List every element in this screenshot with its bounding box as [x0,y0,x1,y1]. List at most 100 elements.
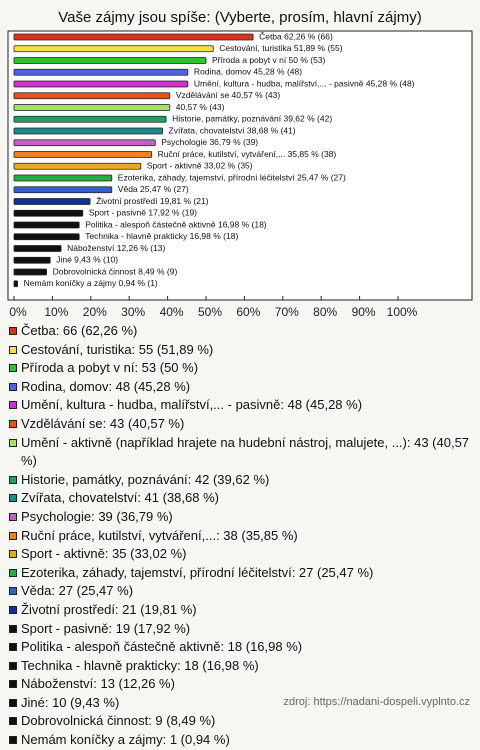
bar-label: Umění, kultura - hudba, malířství,... - … [194,78,415,88]
legend-label: Politika - alespoň částečně aktivně: 18 … [21,639,303,655]
legend-swatch [9,419,17,428]
bar-label: Ruční práce, kutilství, vytváření,... 35… [158,149,337,159]
legend-label: Rodina, domov: 48 (45,28 %) [21,378,191,394]
bar-label: Nemám koníčky a zájmy 0,94 % (1) [24,278,158,288]
chart: Vaše zájmy jsou spíše: (Vyberte, prosím,… [7,9,473,319]
legend-item: Náboženství: 13 (12,26 %) [8,675,472,694]
legend-item: Ezoterika, záhady, tajemství, přírodní l… [8,564,472,583]
legend-swatch [9,624,17,633]
legend-label: Historie, památky, poznávání: 42 (39,62 … [21,471,270,487]
bar [13,268,48,276]
bar [13,162,142,170]
legend-item: Dobrovolnická činnost: 9 (8,49 %) [8,712,472,731]
legend-label: Psychologie: 39 (36,79 %) [21,508,173,524]
legend-item: Životní prostředí: 21 (19,81 %) [8,601,472,620]
legend-item: Příroda a pobyt v ní: 53 (50 %) [8,359,472,378]
legend-swatch [9,643,17,652]
legend-label: Náboženství: 13 (12,26 %) [21,676,175,692]
legend-label: Sport - aktivně: 35 (33,02 %) [21,546,187,562]
bar [13,280,19,288]
bar-label: Psychologie 36,79 % (39) [161,137,258,147]
x-tick-label: 90% [352,305,376,319]
bar [13,127,163,135]
bar [13,151,153,158]
legend-swatch [9,401,17,410]
legend-swatch [9,661,17,670]
legend-label: Životní prostředí: 21 (19,81 %) [21,601,197,617]
x-tick-label: 100% [387,305,418,319]
legend-label: Dobrovolnická činnost: 9 (8,49 %) [21,713,216,729]
bar-label: Zvířata, chovatelství 38,68 % (41) [169,125,296,135]
x-tick-label: 0% [9,305,27,319]
legend-item: Nemám koníčky a zájmy: 1 (0,94 %) [8,731,472,750]
bar-label: Věda 25,47 % (27) [118,184,189,194]
bar-label: Životní prostředí 19,81 % (21) [96,196,209,206]
legend-swatch [9,382,17,391]
legend-label: Sport - pasivně: 19 (17,92 %) [21,620,191,636]
legend-swatch [9,438,17,447]
legend-item: Sport - pasivně: 19 (17,92 %) [8,620,472,639]
page: Vaše zájmy jsou spíše: (Vyberte, prosím,… [7,9,473,747]
legend-label: Četba: 66 (62,26 %) [21,323,138,338]
legend-item: Četba: 66 (62,26 %) [8,322,472,341]
bar-label: Četba 62,26 % (66) [259,31,333,41]
legend-item: Technika - hlavně prakticky: 18 (16,98 %… [8,657,472,676]
bar-label: Cestování, turistika 51,89 % (55) [219,43,342,53]
bar [13,245,62,252]
bar [13,80,189,88]
bar [13,104,171,111]
bar [13,139,156,147]
bar [13,233,80,241]
legend-label: Ruční práce, kutilství, vytváření,...: 3… [21,527,298,543]
legend-item: Politika - alespoň částečně aktivně: 18 … [8,638,472,657]
legend-swatch [9,531,17,540]
bar-label: Ezoterika, záhady, tajemství, přírodní l… [118,172,346,182]
legend-item: Ruční práce, kutilství, vytváření,...: 3… [8,527,472,546]
bar-label: Dobrovolnická činnost 8,49 % (9) [53,266,178,276]
legend-swatch [9,475,17,484]
bar [13,33,254,41]
x-tick-label: 70% [275,305,299,319]
legend-item: Psychologie: 39 (36,79 %) [8,508,472,527]
x-tick-label: 40% [160,305,184,319]
bar [13,92,171,100]
bar-label: Historie, památky, poznávání 39,62 % (42… [172,114,332,124]
legend-swatch [9,494,17,503]
legend-swatch [9,717,17,726]
bar-label: Sport - pasivně 17,92 % (19) [89,208,197,218]
legend-swatch [9,364,17,373]
legend-item: Historie, památky, poznávání: 42 (39,62 … [8,471,472,490]
legend-item: Umění - aktivně (například hrajete na hu… [8,434,472,471]
bar [13,186,113,194]
bar [13,45,214,53]
legend-swatch [9,605,17,614]
chart-title: Vaše zájmy jsou spíše: (Vyberte, prosím,… [58,9,421,26]
legend-swatch [9,327,17,335]
source: zdroj: https://nadani-dospeli.vyplnto.cz [283,696,471,708]
legend-swatch [9,680,17,689]
legend-swatch [9,587,17,596]
bar [13,209,84,217]
bar [13,174,113,182]
legend-swatch [9,568,17,577]
bar-label: Sport - aktivně 33,02 % (35) [147,161,253,171]
x-tick-label: 20% [83,305,107,319]
legend-label: Umění, kultura - hudba, malířství,... - … [21,397,363,413]
x-tick-label: 30% [121,305,145,319]
bar-label: Rodina, domov 45,28 % (48) [194,67,302,77]
legend-swatch [9,512,17,521]
legend-item: Věda: 27 (25,47 %) [8,582,472,601]
bar-label: Technika - hlavně prakticky 16,98 % (18) [85,231,238,241]
legend-label: Vzdělávání se: 43 (40,57 %) [21,415,185,431]
bar [13,68,189,76]
legend-item: Jiné: 10 (9,43 %) [8,694,472,713]
bar [13,57,207,64]
x-tick-label: 10% [44,305,68,319]
bar [13,256,51,264]
x-tick-label: 80% [313,305,337,319]
bar [13,198,91,205]
bar-label: Politika - alespoň částečně aktivně 16,9… [85,219,267,229]
legend-item: Vzdělávání se: 43 (40,57 %) [8,415,472,434]
legend-item: Sport - aktivně: 35 (33,02 %) [8,545,472,564]
legend-item: Zvířata, chovatelství: 41 (38,68 %) [8,489,472,508]
